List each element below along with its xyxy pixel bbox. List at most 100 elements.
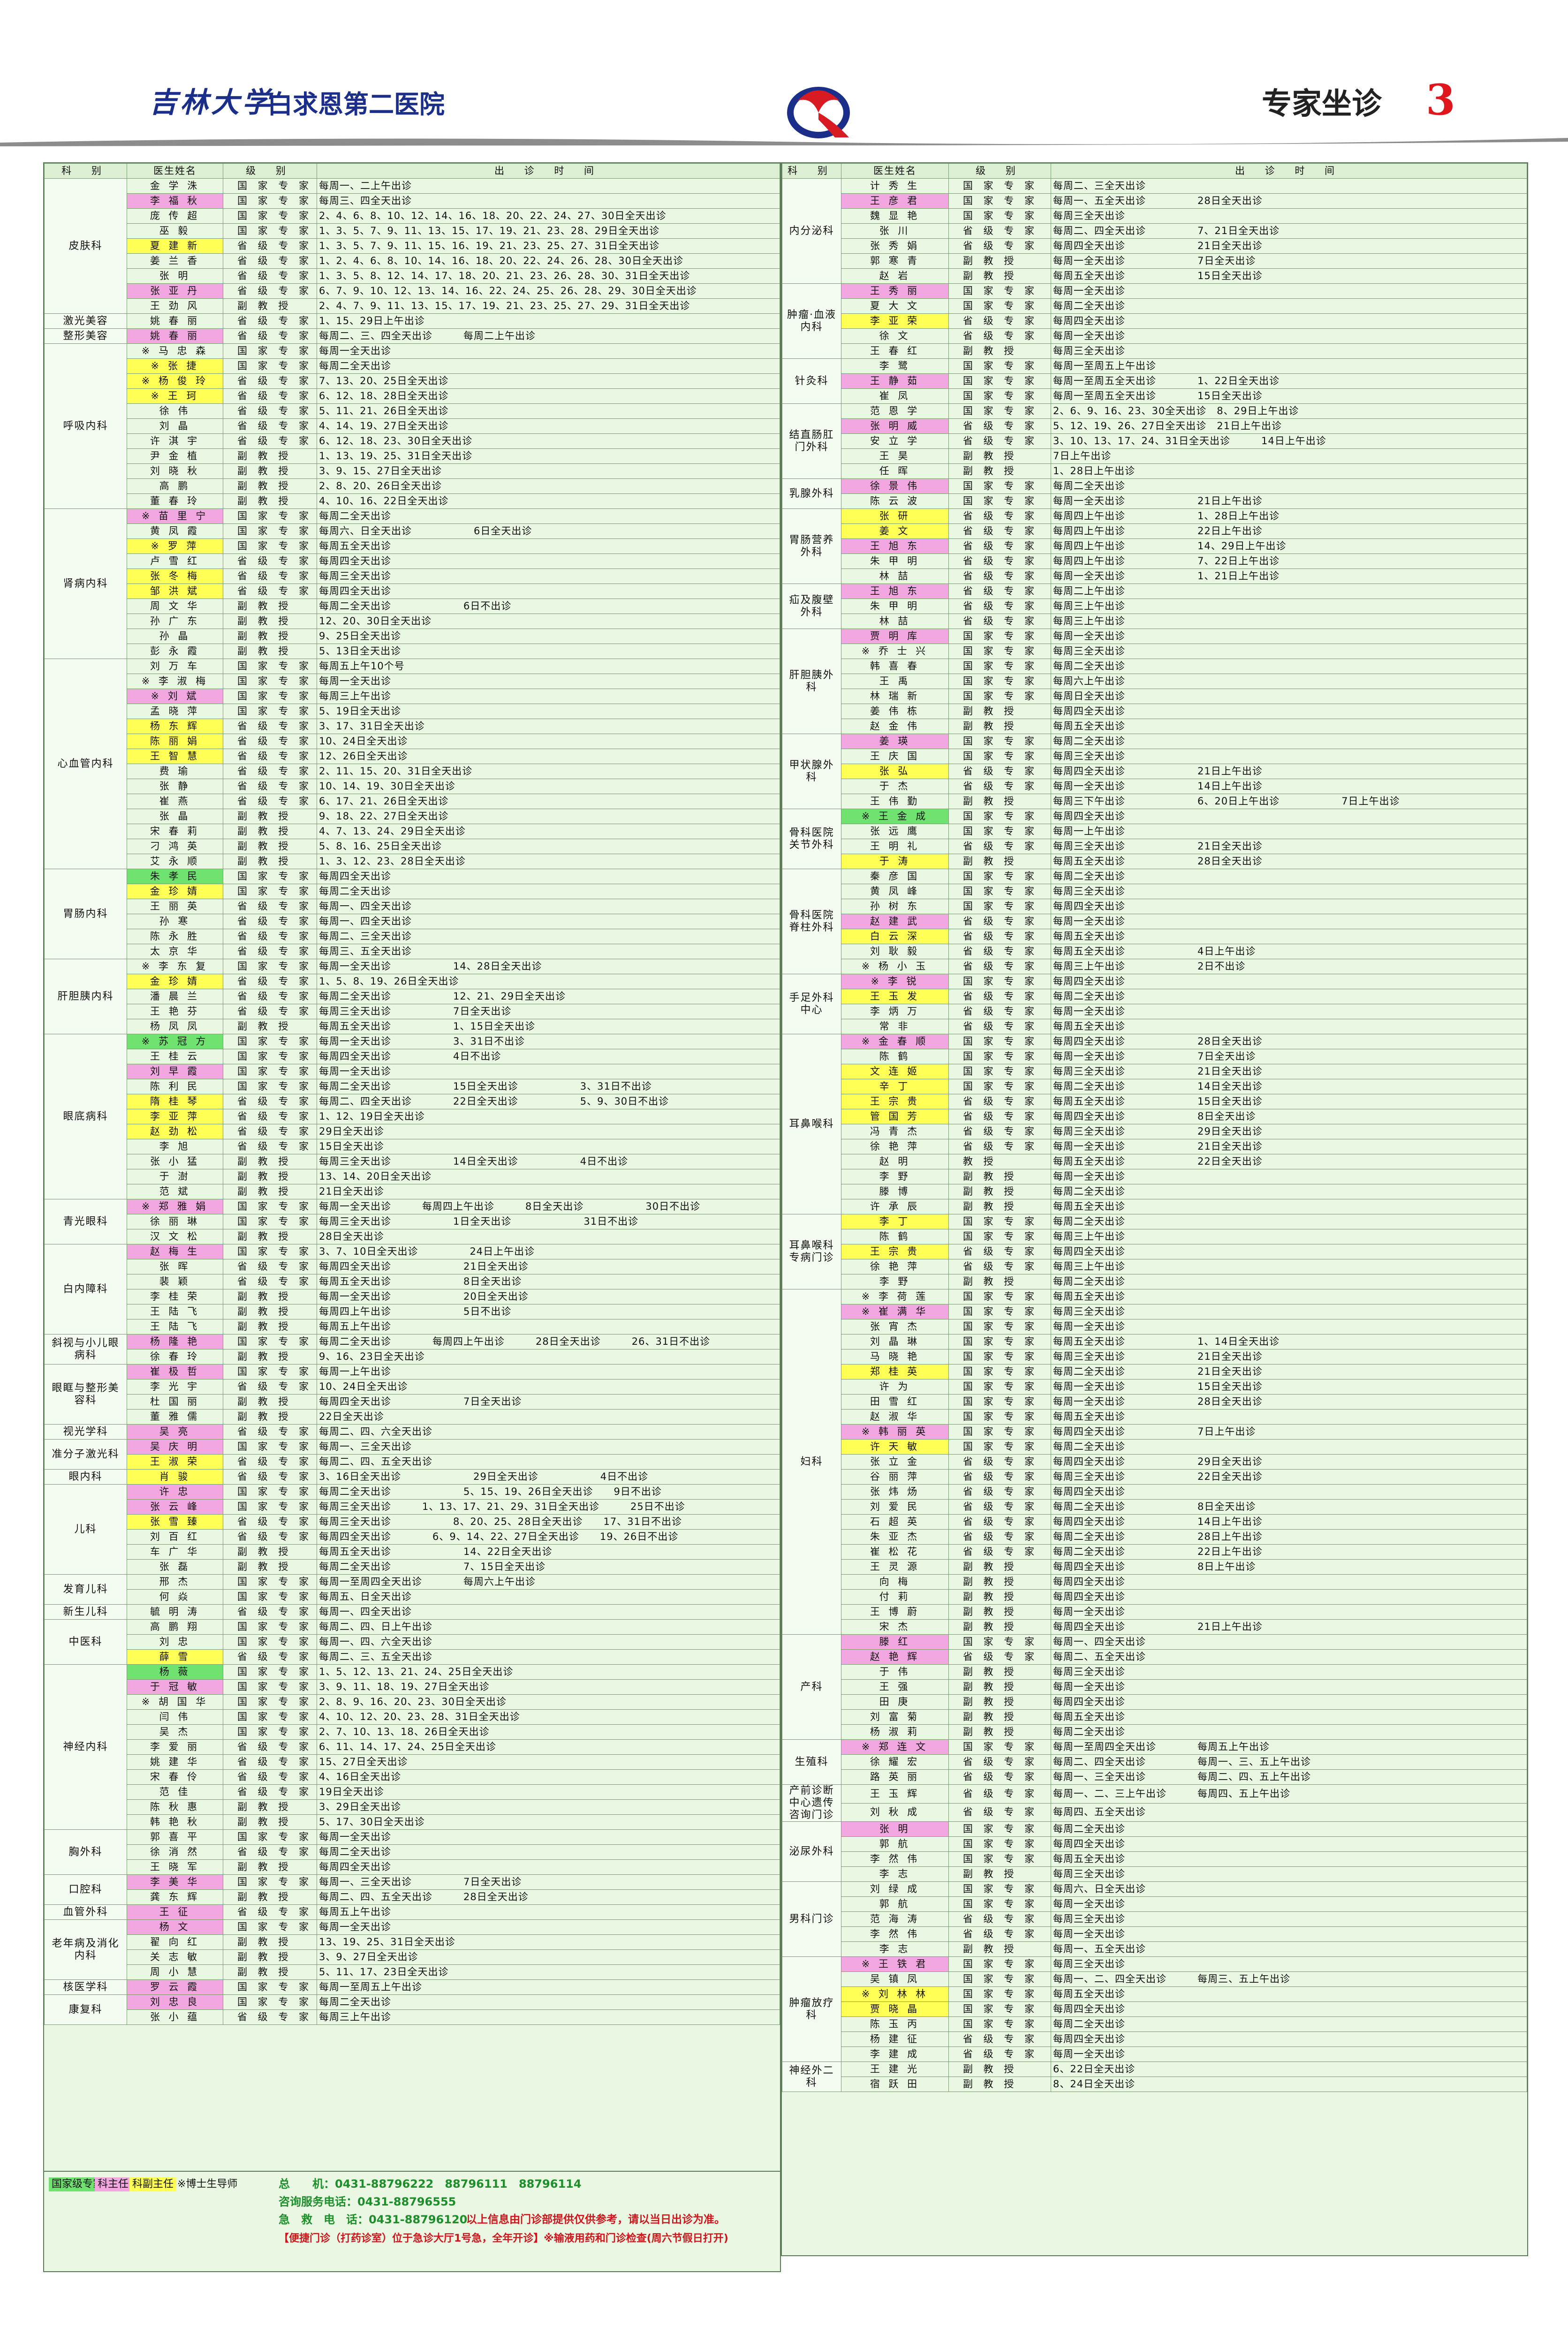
doctor-title: 省 级 专 家 [223, 1769, 317, 1785]
doctor-title: 国 家 专 家 [223, 1634, 317, 1650]
doctor-name: 魏 显 艳 [841, 208, 949, 224]
clinic-schedule: 每周一上午出诊 [1051, 824, 1527, 839]
clinic-schedule: 每周一全天出诊 28日全天出诊 [1051, 1394, 1527, 1410]
doctor-name: 王 晓 军 [127, 1859, 223, 1875]
clinic-schedule: 每周二、四、六全天出诊 [317, 1424, 780, 1440]
clinic-schedule: 每周一全天出诊 [1051, 1896, 1527, 1912]
doctor-title: 国 家 专 家 [948, 1956, 1051, 1972]
doctor-title: 国 家 专 家 [948, 478, 1051, 494]
doctor-name: 张 晖 [127, 1259, 223, 1274]
doctor-name: 韩 喜 春 [841, 659, 949, 674]
doctor-name: 陈 秋 惠 [127, 1799, 223, 1815]
clinic-schedule: 每周一至周五全天出诊 15日全天出诊 [1051, 388, 1527, 404]
table-row: 李 旭省 级 专 家 15日全天出诊 [45, 1139, 780, 1154]
doctor-title: 副 教 授 [223, 1559, 317, 1575]
doctor-title: 副 教 授 [948, 854, 1051, 869]
clinic-schedule: 每周二全天出诊 5、15、19、26日全天出诊 9日不出诊 [317, 1484, 780, 1500]
switchboard-phone: 总 机：0431-88796222 88796111 88796114 [279, 2177, 582, 2191]
doctor-name: 周 小 慧 [127, 1964, 223, 1980]
doctor-name: 张 小 猛 [127, 1154, 223, 1169]
doctor-title: 省 级 专 家 [223, 1529, 317, 1545]
table-row: 辛 丁国 家 专 家每周二全天出诊 14日全天出诊 [782, 1079, 1527, 1094]
doctor-name: 王 建 光 [841, 2062, 949, 2077]
clinic-schedule: 每周二全天出诊 [1051, 1439, 1527, 1455]
doctor-name: 闫 伟 [127, 1709, 223, 1725]
legend-dept-head: 科主任 [95, 2177, 132, 2191]
department-label: 乳腺外科 [782, 478, 841, 509]
doctor-title: 副 教 授 [948, 1199, 1051, 1214]
doctor-title: 省 级 专 家 [948, 1784, 1051, 1804]
clinic-schedule: 每周四上午出诊 7、22日上午出诊 [1051, 553, 1527, 569]
department-label: 中医科 [44, 1619, 127, 1665]
table-row: 张 晶副 教 授 9、18、22、27日全天出诊 [45, 809, 780, 824]
doctor-title: 国 家 专 家 [948, 1424, 1051, 1440]
doctor-title: 副 教 授 [223, 1154, 317, 1169]
clinic-schedule: 每周一全天出诊 3、31日不出诊 [317, 1034, 780, 1049]
doctor-title: 副 教 授 [223, 1229, 317, 1244]
legend-deputy-head: 科副主任 [129, 2177, 177, 2191]
table-row: 刘 早 霞国 家 专 家每周一全天出诊 [45, 1064, 780, 1079]
doctor-title: 国 家 专 家 [223, 1979, 317, 1995]
department-label: 核医学科 [44, 1979, 127, 1995]
doctor-name: 董 雅 儒 [127, 1409, 223, 1425]
clinic-schedule: 9、16、23日全天出诊 [317, 1349, 780, 1364]
doctor-name: 滕 红 [841, 1634, 949, 1650]
department-label: 青光眼科 [44, 1199, 127, 1244]
table-row: 黄 凤 霞国 家 专 家每周六、日全天出诊 6日全天出诊 [45, 523, 780, 539]
clinic-schedule: 每周一、二、三上午出诊 每周四、五上午出诊 [1051, 1784, 1527, 1804]
table-row: 肝胆胰外科贾 明 库国 家 专 家每周一全天出诊 [782, 629, 1527, 734]
doctor-name: 许 忠 [127, 1484, 223, 1500]
doctor-title: 副 教 授 [223, 1409, 317, 1425]
doctor-name: 林 喆 [841, 614, 949, 629]
doctor-title: 国 家 专 家 [948, 1439, 1051, 1455]
doctor-title: 国 家 专 家 [223, 1589, 317, 1605]
doctor-name: 任 晖 [841, 463, 949, 479]
clinic-schedule: 每周四全天出诊 14日上午出诊 [1051, 1514, 1527, 1530]
doctor-name: 张 秀 娟 [841, 238, 949, 254]
table-row: 于 杰省 级 专 家每周一全天出诊 14日上午出诊 [782, 779, 1527, 794]
clinic-schedule: 每周三全天出诊 1日全天出诊 31日不出诊 [317, 1214, 780, 1229]
clinic-schedule: 每周一、四全天出诊 [317, 899, 780, 914]
doctor-name: 李 旭 [127, 1139, 223, 1154]
doctor-name: 冯 青 杰 [841, 1124, 949, 1139]
clinic-schedule: 4、14、19、27日全天出诊 [317, 418, 780, 434]
department-label: 产前诊断中心遗传咨询门诊 [782, 1784, 841, 1822]
table-header-row: 科 别 医生姓名 级 别 出 诊 时 间 [782, 163, 1527, 179]
table-row: 视光学科吴 亮省 级 专 家每周二、四、六全天出诊 [44, 1424, 780, 1440]
department-label: 耳鼻喉科 [782, 1034, 841, 1214]
clinic-schedule: 每周二全天出诊 28日上午出诊 [1051, 1529, 1527, 1545]
doctor-title: 国 家 专 家 [948, 1836, 1051, 1852]
table-row: 艾 永 顺副 教 授 1、3、12、23、28日全天出诊 [45, 854, 780, 869]
table-row: 隋 桂 琴省 级 专 家每周二、四全天出诊 22日全天出诊 5、9、30日不出诊 [45, 1094, 780, 1109]
doctor-title: 国 家 专 家 [223, 1664, 317, 1680]
clinic-schedule: 每周二全天出诊 [317, 508, 780, 524]
table-row: 王 禹国 家 专 家每周六上午出诊 [782, 674, 1527, 689]
department-label: 呼吸内科 [44, 343, 127, 509]
doctor-name: 张 研 [841, 508, 949, 524]
doctor-name: 徐 耀 宏 [841, 1754, 949, 1770]
clinic-schedule: 每周一全天出诊 7日全天出诊 [1051, 253, 1527, 269]
doctor-name: 安 立 学 [841, 433, 949, 449]
doctor-title: 省 级 专 家 [948, 1004, 1051, 1019]
department-label: 眼内科 [44, 1469, 127, 1485]
clinic-schedule: 每周二全天出诊 [1051, 659, 1527, 674]
table-row: 宿 跃 田副 教 授 8、24日全天出诊 [782, 2077, 1527, 2092]
table-row: 生殖科 ※ 郑 连 文国 家 专 家每周一至周四全天出诊 每周五上午出诊 [782, 1739, 1527, 1785]
doctor-name: 韩 艳 秋 [127, 1814, 223, 1830]
table-row: 何 焱国 家 专 家每周五、日全天出诊 [45, 1589, 780, 1605]
clinic-schedule: 每周二全天出诊 [1051, 1274, 1527, 1289]
doctor-title: 省 级 专 家 [948, 1139, 1051, 1154]
doctor-title: 省 级 专 家 [223, 974, 317, 989]
table-row: 李 爱 丽省 级 专 家 6、11、14、17、24、25日全天出诊 [45, 1739, 780, 1755]
doctor-title: 省 级 专 家 [223, 734, 317, 749]
col-dept: 科 别 [782, 163, 841, 179]
doctor-title: 省 级 专 家 [948, 1244, 1051, 1259]
table-row: 费 瑜省 级 专 家 2、11、15、20、31日全天出诊 [45, 764, 780, 779]
clinic-schedule: 每周四全天出诊 29日全天出诊 [1051, 1454, 1527, 1470]
doctor-title: 省 级 专 家 [948, 1124, 1051, 1139]
clinic-schedule: 每周一至周四全天出诊 每周五上午出诊 [1051, 1739, 1527, 1755]
clinic-schedule: 每周二、四、五全天出诊 28日全天出诊 [317, 1889, 780, 1905]
clinic-schedule: 每周四上午出诊 14、29日上午出诊 [1051, 538, 1527, 554]
table-row: 陈 利 民国 家 专 家每周二全天出诊 15日全天出诊 3、31日不出诊 [45, 1079, 780, 1094]
doctor-name: ※ 苏 冠 方 [127, 1034, 223, 1049]
